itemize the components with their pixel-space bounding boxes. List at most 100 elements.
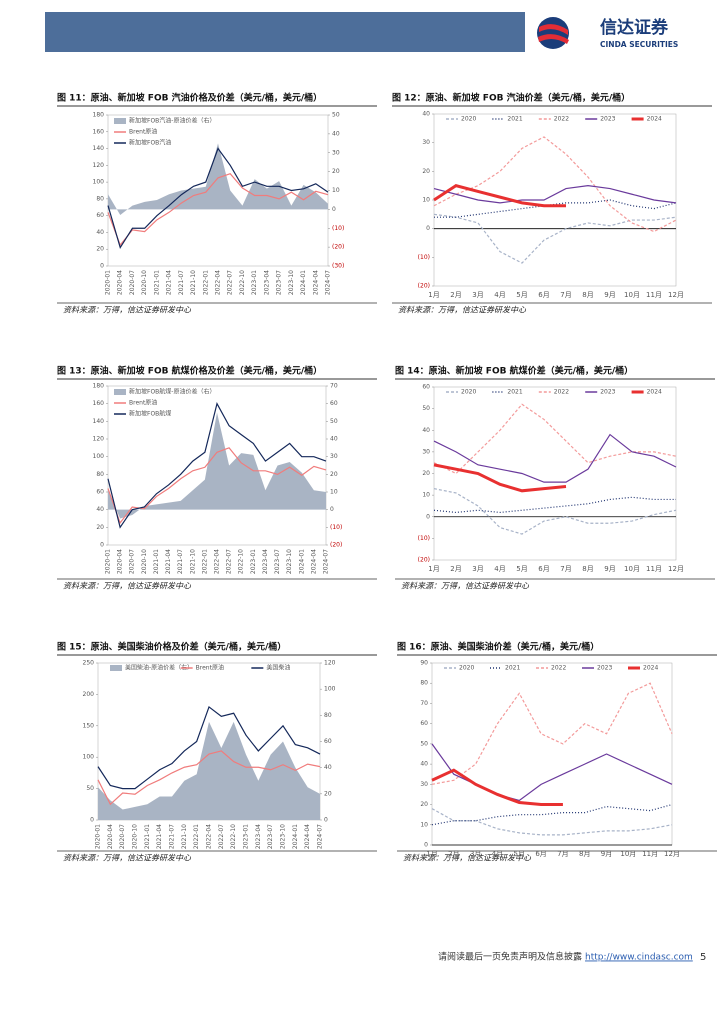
y-tick-label: 200 <box>83 691 95 698</box>
x-tick-label: 2023-04 <box>255 824 262 849</box>
y2-tick-label: 10 <box>332 187 340 194</box>
series-line <box>107 147 329 249</box>
x-tick-label: 11月 <box>642 850 658 858</box>
y2-tick-label: 20 <box>330 471 338 478</box>
x-tick-label: 2021-07 <box>169 824 176 849</box>
x-tick-label: 2024-01 <box>298 549 305 574</box>
x-tick-label: 2023-04 <box>262 549 269 574</box>
series-line <box>107 402 327 529</box>
figure-source: 资料来源：万得，信达证券研发中心 <box>401 582 530 591</box>
series-line <box>433 463 567 493</box>
series-line <box>433 136 677 233</box>
series-line <box>431 808 673 836</box>
x-tick-label: 2023-04 <box>263 270 270 295</box>
y-tick-label: 0 <box>100 263 104 270</box>
y-tick-label: 60 <box>422 384 430 391</box>
y-tick-label: 50 <box>420 740 428 747</box>
series-line <box>433 433 677 483</box>
series-line <box>431 803 673 826</box>
y2-tick-label: 20 <box>324 790 332 797</box>
x-tick-label: 2022-01 <box>201 549 208 574</box>
y-tick-label: (10) <box>418 254 430 261</box>
series-line <box>433 496 676 514</box>
y-tick-label: 80 <box>420 680 428 687</box>
y2-tick-label: (30) <box>332 263 344 270</box>
legend-label: Brent原油 <box>196 664 224 672</box>
x-tick-label: 2022-07 <box>218 824 225 849</box>
y2-tick-label: 0 <box>332 206 336 213</box>
y-tick-label: 150 <box>83 722 95 729</box>
x-tick-label: 12月 <box>664 850 680 858</box>
series-line <box>433 185 677 204</box>
x-tick-label: 2021-01 <box>153 549 160 574</box>
x-tick-label: 2月 <box>448 850 459 858</box>
x-tick-label: 2024-01 <box>292 824 299 849</box>
series-line <box>431 743 673 802</box>
x-tick-label: 2021-07 <box>178 270 185 295</box>
y-tick-label: 60 <box>96 212 104 219</box>
x-tick-label: 2023-10 <box>286 549 293 574</box>
legend-label: 美国柴油-原油价差（右） <box>125 664 193 672</box>
y-tick-label: 40 <box>422 111 430 118</box>
legend-label: 2021 <box>507 116 522 123</box>
x-tick-label: 2024-07 <box>323 549 330 574</box>
y-tick-label: 100 <box>93 179 105 186</box>
figure-title: 图 13：原油、新加坡 FOB 航煤价格及价差（美元/桶，美元/桶） <box>57 365 322 377</box>
y-tick-label: 120 <box>93 436 105 443</box>
legend-label: 2024 <box>643 665 658 672</box>
y2-tick-label: 80 <box>324 712 332 719</box>
y-tick-label: 180 <box>93 383 105 390</box>
x-tick-label: 1月 <box>428 565 439 573</box>
x-tick-label: 2月 <box>450 291 461 299</box>
figure-title: 图 12：原油、新加坡 FOB 汽油价差（美元/桶，美元/桶） <box>392 92 630 104</box>
y-tick-label: 120 <box>93 162 105 169</box>
x-tick-label: 1月 <box>428 291 439 299</box>
x-tick-label: 2022-01 <box>193 824 200 849</box>
x-tick-label: 5月 <box>514 850 525 858</box>
figure-title: 图 15：原油、美国柴油价格及价差（美元/桶，美元/桶） <box>57 641 286 653</box>
x-tick-label: 11月 <box>646 565 662 573</box>
x-tick-label: 3月 <box>472 565 483 573</box>
y-tick-label: 10 <box>422 492 430 499</box>
figure-title: 图 11：原油、新加坡 FOB 汽油价格及价差（美元/桶，美元/桶） <box>57 92 322 104</box>
x-tick-label: 12月 <box>668 291 684 299</box>
y-tick-label: 60 <box>96 489 104 496</box>
y-tick-label: 80 <box>96 195 104 202</box>
x-tick-label: 2022-07 <box>227 270 234 295</box>
y2-tick-label: 0 <box>330 506 334 513</box>
legend-label: 2020 <box>461 389 476 396</box>
x-tick-label: 2021-01 <box>153 270 160 295</box>
y2-tick-label: 70 <box>330 383 338 390</box>
y2-tick-label: 40 <box>332 130 340 137</box>
header-band <box>45 12 525 52</box>
x-tick-label: 8月 <box>582 291 593 299</box>
legend-label: 2022 <box>554 389 569 396</box>
x-tick-label: 9月 <box>604 565 615 573</box>
x-tick-label: 2024-01 <box>300 270 307 295</box>
legend-label: Brent原油 <box>129 128 157 136</box>
legend-label: 2021 <box>507 389 522 396</box>
y2-tick-label: 10 <box>330 489 338 496</box>
logo-cn: 信达证券 <box>600 17 669 38</box>
x-tick-label: 2021-04 <box>156 824 163 849</box>
x-tick-label: 7月 <box>560 565 571 573</box>
x-tick-label: 2022-01 <box>202 270 209 295</box>
y-tick-label: 20 <box>422 168 430 175</box>
figure-source: 资料来源：万得，信达证券研发中心 <box>63 854 192 863</box>
logo-stripe <box>538 34 569 44</box>
y-tick-label: 40 <box>96 506 104 513</box>
spread-area <box>108 143 328 216</box>
series-line <box>431 768 563 807</box>
x-tick-label: 6月 <box>538 565 549 573</box>
spread-area <box>108 412 326 519</box>
x-tick-label: 2022-10 <box>239 270 246 295</box>
y-tick-label: 20 <box>96 524 104 531</box>
y-tick-label: 10 <box>420 821 428 828</box>
x-tick-label: 2024-07 <box>325 270 332 295</box>
footer-url[interactable]: http://www.cindasc.com <box>585 953 693 963</box>
legend-swatch <box>110 665 122 671</box>
y-tick-label: 80 <box>96 471 104 478</box>
y-tick-label: 160 <box>93 128 105 135</box>
x-tick-label: 2020-07 <box>129 549 136 574</box>
x-tick-label: 2021-07 <box>177 549 184 574</box>
